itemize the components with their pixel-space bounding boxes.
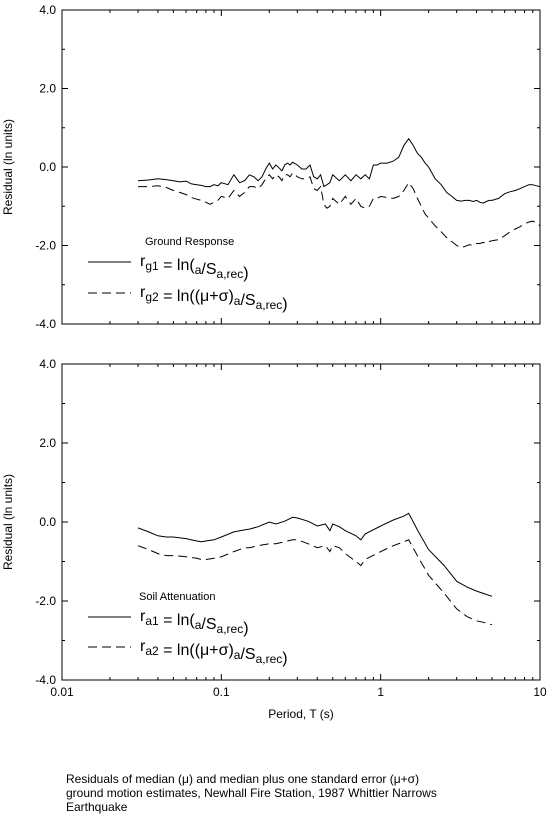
y-tick-label: -2.0 xyxy=(35,239,56,253)
y-tick-label: 0.0 xyxy=(39,515,56,529)
median-line xyxy=(137,512,493,597)
y-tick-label: -4.0 xyxy=(35,317,56,331)
median-plus-sigma-line xyxy=(138,172,541,249)
median-line xyxy=(137,137,541,204)
y-tick-label: 4.0 xyxy=(39,3,56,17)
plot-frame xyxy=(61,9,541,325)
x-tick-label: 0.01 xyxy=(50,685,74,699)
x-axis-title: Period, T (s) xyxy=(268,707,334,721)
x-tick-label: 0.1 xyxy=(213,685,230,699)
legend-entry: ra2 = ln((μ+σ)a/Sa,rec) xyxy=(140,638,288,667)
legend-title: Soil Attenuation xyxy=(139,591,215,603)
legend-entry: rg1 = ln(a/Sa,rec) xyxy=(140,253,249,282)
y-tick-label: 4.0 xyxy=(39,357,56,371)
y-tick-label: 2.0 xyxy=(39,436,56,450)
legend-title: Ground Response xyxy=(145,236,234,248)
figure-caption: Residuals of median (μ) and median plus … xyxy=(66,772,437,814)
y-axis-title: Residual (ln units) xyxy=(1,119,15,215)
ground-response-panel: 4.0 2.0 0.0 -2.0 -4.0 Residual (ln units) Grou… xyxy=(1,3,541,331)
x-tick-label: 1 xyxy=(377,685,384,699)
plot-frame xyxy=(61,363,541,681)
soil-attenuation-panel: 4.0 2.0 0.0 -2.0 -4.00.01 0.1 1 10 Residual (ln … xyxy=(1,357,547,721)
median-plus-sigma-line xyxy=(137,539,493,626)
y-tick-label: -4.0 xyxy=(35,673,56,687)
y-axis-title: Residual (ln units) xyxy=(1,474,15,570)
legend-entry: rg2 = ln((μ+σ)a/Sa,rec) xyxy=(140,284,288,313)
y-tick-label: 2.0 xyxy=(39,82,56,96)
y-tick-label: 0.0 xyxy=(39,160,56,174)
x-tick-label: 10 xyxy=(533,685,547,699)
y-tick-label: -2.0 xyxy=(35,594,56,608)
legend-entry: ra1 = ln(a/Sa,rec) xyxy=(140,608,249,637)
